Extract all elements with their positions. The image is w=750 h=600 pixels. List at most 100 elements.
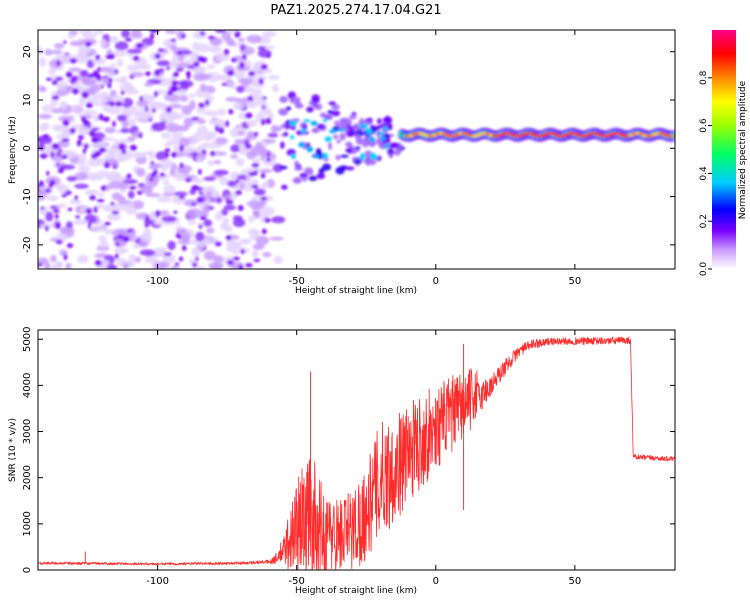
colorbar-tick-label: 0.0 — [699, 262, 709, 277]
spectrogram-cell — [150, 160, 155, 165]
spectrogram-cell — [59, 166, 64, 171]
spectrogram-cell — [203, 219, 213, 227]
spectrogram-cell — [204, 199, 213, 206]
spectrogram-cell — [117, 115, 127, 122]
spectrogram-cell — [71, 104, 78, 113]
spectrogram-cell — [181, 232, 191, 242]
spectrogram-cell — [77, 164, 91, 173]
spectrogram-cell — [229, 127, 240, 138]
spectrogram-cell — [203, 176, 216, 182]
spectrogram-cell — [335, 166, 345, 175]
spectrogram-cell — [179, 95, 189, 102]
spectrogram-cell — [109, 89, 117, 98]
spectrogram-cell — [187, 138, 197, 145]
spectrogram-cell — [339, 132, 346, 141]
spectrogram-cell — [238, 77, 254, 85]
spectrogram-cell — [80, 69, 89, 78]
spectrogram-cell — [65, 71, 73, 78]
spectrogram-cell — [338, 118, 345, 126]
spectrogram-cell — [96, 265, 104, 269]
spectrogram-cell — [245, 144, 252, 149]
spectrogram-cell — [152, 261, 166, 269]
spectrogram-cell — [48, 67, 56, 76]
spectrogram-cell — [76, 108, 83, 117]
spectrogram-cell — [65, 190, 72, 195]
spectrogram-cell — [107, 171, 121, 182]
spectrogram-cell — [363, 159, 368, 164]
spectrogram-cell — [185, 228, 192, 234]
spectrogram-cell — [72, 75, 78, 82]
spectrogram-cell — [61, 138, 70, 142]
spectrogram-cell — [44, 48, 53, 56]
spectrogram-y-tick-label: 10 — [22, 94, 33, 107]
spectrogram-heatmap — [38, 30, 675, 269]
colorbar-ticks: 0.0 0.2 0.4 0.6 0.8 — [699, 70, 712, 276]
spectrogram-cell — [357, 121, 366, 125]
spectrogram-cell — [345, 166, 355, 171]
spectrogram-cell — [191, 247, 202, 257]
spectrogram-cell — [144, 105, 149, 113]
colorbar-label: Normalized spectral amplitude — [738, 80, 748, 219]
spectrogram-cell — [82, 148, 87, 155]
spectrogram-cell — [132, 55, 140, 62]
spectrogram-cell — [55, 76, 63, 81]
spectrogram-cell — [228, 108, 234, 115]
spectrogram-cell — [304, 167, 314, 175]
spectrogram-cell — [205, 185, 216, 192]
spectrogram-cell — [139, 186, 150, 191]
spectrogram-cell — [176, 62, 189, 69]
spectrogram-cell — [87, 86, 96, 95]
spectrogram-cell — [198, 168, 202, 175]
spectrogram-cell — [248, 71, 256, 77]
spectrogram-cell — [82, 93, 89, 99]
spectrogram-cell — [38, 113, 53, 119]
spectrogram-cell — [127, 202, 134, 208]
spectrogram-cell — [59, 100, 67, 111]
spectrogram-cell — [63, 40, 67, 45]
spectrogram-cell — [45, 211, 54, 222]
spectrogram-cell — [269, 236, 284, 241]
spectrogram-cell — [48, 183, 53, 189]
spectrogram-cell — [294, 166, 303, 171]
spectrogram-cell — [52, 209, 60, 213]
spectrogram-cell — [221, 82, 228, 86]
spectrogram-cell — [279, 95, 288, 104]
spectrogram-cell — [100, 96, 108, 104]
spectrogram-cell — [50, 98, 59, 106]
spectrogram-cell — [65, 262, 72, 269]
spectrogram-cell — [90, 225, 106, 232]
spectrogram-cell — [262, 96, 267, 100]
spectrogram-cell — [51, 95, 60, 100]
spectrogram-cell — [114, 41, 129, 51]
spectrogram-cell — [137, 190, 143, 195]
spectrogram-cell — [302, 176, 308, 182]
spectrogram-cell — [182, 50, 192, 55]
spectrogram-cell — [97, 66, 101, 73]
spectrogram-cell — [121, 148, 127, 155]
spectrogram-cell — [95, 54, 101, 61]
spectrogram-cell — [248, 215, 255, 223]
spectrogram-cell — [152, 247, 168, 257]
spectrogram-cell — [328, 142, 333, 151]
spectrogram-cell — [196, 106, 206, 114]
spectrogram-cell — [254, 170, 258, 175]
spectrogram-cell — [271, 216, 286, 224]
spectrogram-cell — [118, 138, 130, 145]
spectrogram-cell — [199, 31, 206, 36]
spectrogram-cell — [262, 30, 277, 38]
spectrogram-cell — [176, 164, 193, 174]
spectrogram-cell — [251, 249, 259, 258]
spectrogram-cell — [104, 221, 111, 226]
spectrogram-cell — [252, 145, 266, 152]
spectrogram-cell — [239, 61, 245, 69]
spectrogram-cell — [316, 123, 325, 130]
spectrogram-cell — [186, 208, 203, 219]
spectrogram-cell — [163, 252, 172, 257]
spectrogram-y-tick-label: -20 — [22, 237, 33, 253]
spectrogram-cell — [69, 58, 78, 64]
spectrogram-cell — [297, 143, 306, 148]
spectrogram-cell — [88, 110, 98, 115]
spectrogram-cell — [205, 99, 210, 106]
spectrogram-cell — [160, 158, 174, 169]
